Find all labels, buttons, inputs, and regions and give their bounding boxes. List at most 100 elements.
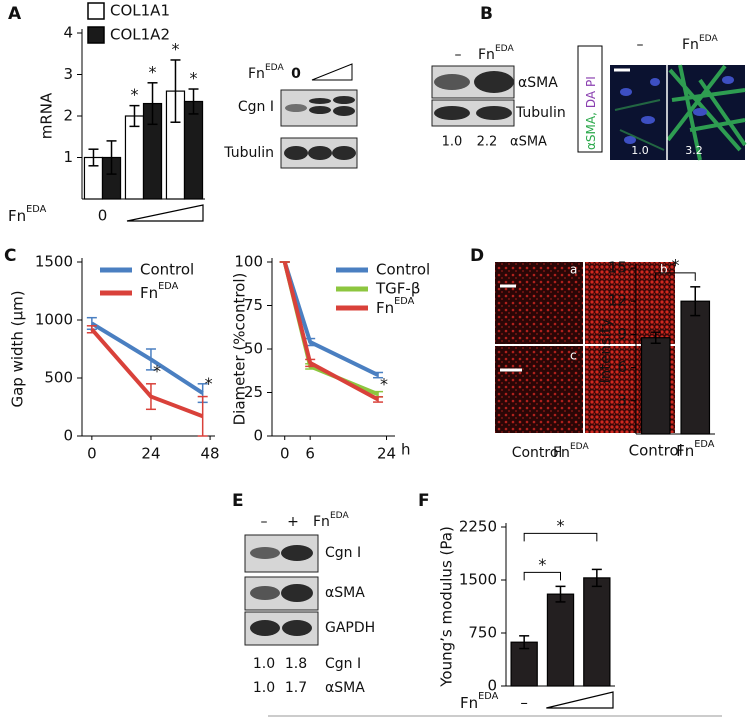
panel-label: C bbox=[4, 246, 16, 266]
legend-label: COL1A1 bbox=[110, 2, 170, 20]
significance-mark: * bbox=[205, 374, 213, 393]
significance-bracket bbox=[655, 272, 696, 281]
y-tick-label: 3 bbox=[63, 65, 73, 83]
bar bbox=[124, 115, 145, 200]
dose-triangle bbox=[546, 691, 614, 709]
blot-row-label: GAPDH bbox=[325, 620, 375, 636]
panel-label: E bbox=[232, 491, 244, 511]
quant-value: 1.8 bbox=[285, 656, 307, 672]
x-tick-label: 0 bbox=[280, 445, 290, 463]
y-tick-label: 25 bbox=[244, 383, 263, 401]
treatment-label-sup: EDA bbox=[265, 63, 285, 73]
y-tick-label: 0 bbox=[253, 427, 263, 445]
error-bar bbox=[88, 148, 99, 167]
blot-b bbox=[431, 45, 603, 153]
lane-label-base: Fn bbox=[478, 47, 495, 63]
image-panel-label: c bbox=[570, 349, 577, 363]
significance-mark: * bbox=[149, 62, 157, 81]
lane-label: 0 bbox=[291, 66, 301, 82]
significance-mark: * bbox=[190, 69, 198, 88]
y-tick-label: 3 bbox=[617, 391, 627, 409]
y-tick-label: 4 bbox=[63, 24, 73, 42]
blot-row-label: αSMA bbox=[325, 585, 365, 601]
significance-bracket bbox=[523, 532, 598, 542]
blot-row-label: Tubulin bbox=[515, 105, 566, 121]
y-tick-label: 1500 bbox=[459, 571, 497, 589]
y-tick-label: 750 bbox=[468, 624, 497, 642]
x-axis-label-sup: EDA bbox=[478, 691, 498, 702]
treatment-label: FnEDA bbox=[313, 511, 350, 531]
treatment-label: FnEDA bbox=[248, 63, 285, 83]
legend-label: Control bbox=[140, 261, 194, 279]
x-tick-label-sup: EDA bbox=[694, 439, 714, 450]
stain-label: αSMA, DA PI bbox=[584, 76, 598, 150]
error-bar bbox=[106, 140, 117, 175]
bar bbox=[680, 300, 711, 435]
x-tick-label: Control bbox=[629, 442, 683, 460]
lane-label-sup: EDA bbox=[495, 44, 515, 54]
y-tick-label: 6 bbox=[617, 358, 627, 376]
series-line bbox=[90, 327, 204, 419]
quant-value: 1.7 bbox=[285, 680, 307, 696]
lane-label: – bbox=[637, 37, 644, 53]
series-line bbox=[90, 321, 204, 395]
legend-label: Control bbox=[376, 261, 430, 279]
dose-triangle bbox=[126, 204, 204, 222]
significance-mark: * bbox=[153, 361, 161, 380]
group-label-base: Fn bbox=[553, 445, 570, 461]
bar bbox=[546, 593, 575, 687]
bar bbox=[640, 337, 671, 435]
legend-label-base: Fn bbox=[376, 299, 394, 317]
group-label: Control bbox=[512, 445, 563, 461]
x-axis-label-base: Fn bbox=[8, 207, 26, 225]
x-unit-label: h bbox=[401, 441, 411, 459]
quant-label: αSMA bbox=[325, 680, 365, 696]
group-label-sup: EDA bbox=[570, 442, 590, 452]
image-panel-label: b bbox=[660, 263, 668, 277]
quant-value: 2.2 bbox=[477, 135, 498, 150]
y-tick-label: 2 bbox=[63, 107, 73, 125]
error-bar bbox=[650, 331, 661, 345]
blot-row-label: Cgn I bbox=[325, 545, 361, 561]
lane-label: – bbox=[261, 514, 268, 530]
y-tick-label: 0 bbox=[63, 427, 73, 445]
significance-mark: * bbox=[672, 255, 680, 274]
panel-label: A bbox=[8, 4, 22, 24]
quant-value: 1.0 bbox=[253, 656, 275, 672]
x-tick-label: 0 bbox=[98, 207, 108, 225]
lane-label-sup: EDA bbox=[699, 34, 719, 44]
y-tick-label: 75 bbox=[244, 296, 263, 314]
y-tick-label: 50 bbox=[244, 340, 263, 358]
stain-green: αSMA, bbox=[584, 112, 598, 150]
blot-row-label: Tubulin bbox=[223, 145, 274, 161]
significance-mark: * bbox=[557, 516, 565, 535]
y-tick-label: 2250 bbox=[459, 518, 497, 536]
y-tick-label: 15 bbox=[608, 259, 627, 277]
y-tick-label: 1000 bbox=[35, 311, 73, 329]
y-tick-label: 1500 bbox=[35, 253, 73, 271]
error-bar bbox=[555, 585, 566, 603]
series-line bbox=[282, 261, 379, 402]
legend-label: FnEDA bbox=[140, 281, 179, 302]
quant-value: 1.0 bbox=[442, 135, 463, 150]
lane-label: FnEDA bbox=[478, 44, 515, 64]
legend-label-sup: EDA bbox=[394, 296, 414, 307]
y-tick-label: 1 bbox=[63, 148, 73, 166]
x-tick-label: 24 bbox=[141, 445, 160, 463]
blot-e bbox=[244, 534, 319, 646]
bar bbox=[183, 100, 204, 200]
significance-mark: * bbox=[171, 39, 179, 58]
lane-label: FnEDA bbox=[682, 34, 719, 54]
stain-purple: DA PI bbox=[584, 76, 598, 108]
x-tick-label: 0 bbox=[87, 445, 97, 463]
y-axis-label: Diameter (%control) bbox=[231, 273, 249, 426]
image-b bbox=[610, 64, 747, 161]
significance-bracket bbox=[523, 571, 561, 581]
y-axis-label: mRNA bbox=[38, 92, 56, 139]
blot-row-label: Cgn I bbox=[238, 99, 274, 115]
x-tick-label: – bbox=[520, 694, 528, 712]
error-bar bbox=[188, 88, 199, 115]
bar bbox=[583, 577, 611, 687]
treatment-label-sup: EDA bbox=[330, 511, 350, 521]
